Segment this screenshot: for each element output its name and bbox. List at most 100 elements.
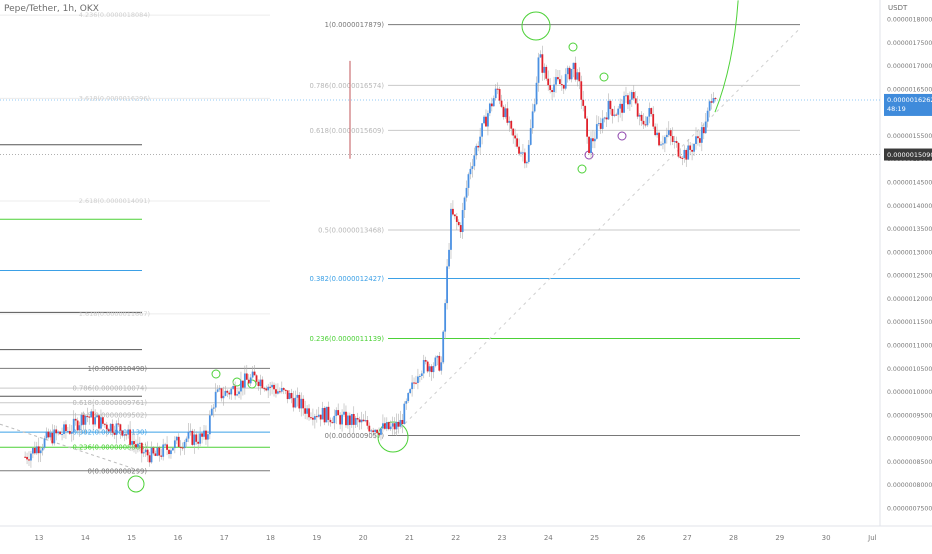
candle-down	[275, 389, 277, 394]
candle-up	[335, 410, 338, 416]
y-tick-label: 0.0000007500	[887, 506, 932, 513]
candle-up	[537, 57, 540, 83]
y-tick-label: 0.0000012000	[887, 296, 932, 303]
candle-down	[426, 361, 429, 372]
candle-up	[243, 373, 246, 388]
candle-down	[133, 441, 135, 445]
candle-up	[216, 389, 219, 392]
fib-level-label: 1(0.0000017879)	[325, 21, 385, 29]
candle-down	[582, 99, 585, 106]
candle-down	[101, 417, 104, 424]
candle-up	[479, 136, 482, 148]
candle-down	[245, 373, 248, 380]
candle-up	[280, 388, 283, 392]
price-badge-countdown: 48:19	[887, 105, 906, 113]
candle-up	[53, 429, 56, 444]
candle-down	[290, 392, 293, 399]
candle-down	[378, 432, 380, 435]
candle-down	[308, 408, 310, 418]
candle-up	[35, 446, 38, 454]
candle-down	[282, 388, 285, 390]
candle-up	[94, 417, 97, 425]
candle-down	[679, 156, 682, 158]
candle-up	[189, 430, 192, 432]
candle-down	[129, 429, 132, 445]
candle-down	[611, 109, 614, 116]
candle-up	[617, 108, 620, 115]
candle-up	[590, 138, 592, 154]
candle-up	[597, 123, 600, 125]
candle-down	[160, 455, 163, 457]
candle-down	[298, 394, 301, 409]
candle-up	[325, 406, 328, 423]
small-circle-marker	[568, 42, 578, 52]
candle-up	[170, 450, 172, 455]
candle-up	[595, 124, 598, 139]
candle-down	[255, 375, 258, 382]
candle-up	[61, 434, 63, 436]
candle-up	[90, 411, 93, 418]
plot-background	[0, 0, 880, 526]
x-tick-label: 17	[220, 534, 229, 542]
candle-up	[440, 362, 443, 371]
candle-down	[140, 442, 143, 454]
candle-down	[327, 406, 330, 420]
candle-up	[564, 74, 567, 89]
candle-up	[80, 414, 83, 426]
candle-down	[430, 366, 433, 373]
candle-up	[41, 447, 44, 451]
candle-up	[646, 116, 649, 126]
candle-down	[632, 92, 635, 99]
candle-down	[654, 126, 657, 136]
candle-down	[455, 216, 458, 222]
fib-retracement-big: 1(0.0000017879) 0.786(0.0000016574) 0.618(…	[310, 21, 800, 440]
fib-small-label: 0.786(0.0000010074)	[73, 385, 148, 393]
extension-label: 3.618(0.0000016296)	[79, 94, 150, 102]
x-tick-label: 18	[266, 534, 275, 542]
candle-up	[444, 303, 447, 332]
candle-down	[158, 447, 161, 456]
candle-down	[697, 136, 699, 139]
candle-down	[117, 423, 120, 425]
candle-down	[103, 423, 106, 425]
candle-down	[292, 398, 295, 408]
candle-up	[535, 82, 538, 105]
candle-up	[494, 88, 497, 99]
candle-down	[372, 430, 375, 433]
candle-up	[45, 431, 48, 439]
y-tick-label: 0.0000011500	[887, 319, 932, 326]
candle-up	[428, 366, 431, 372]
candle-up	[313, 416, 316, 420]
candle-up	[43, 438, 46, 448]
candle-up	[667, 130, 670, 135]
candle-down	[166, 444, 168, 450]
candle-up	[288, 392, 291, 400]
candle-down	[397, 421, 400, 427]
candle-down	[205, 430, 207, 440]
candle-up	[475, 145, 478, 156]
candle-up	[403, 403, 406, 425]
candle-up	[385, 422, 388, 429]
candle-up	[31, 447, 34, 454]
candle-down	[304, 408, 307, 414]
candle-up	[448, 249, 450, 267]
candle-up	[131, 441, 133, 445]
candle-up	[566, 67, 569, 75]
candle-down	[681, 157, 684, 159]
candle-down	[640, 114, 643, 121]
y-tick-label: 0.0000009000	[887, 436, 932, 443]
candle-up	[214, 391, 217, 408]
candle-down	[560, 84, 563, 86]
candle-up	[660, 144, 662, 146]
candle-down	[348, 415, 351, 425]
candle-down	[636, 103, 639, 117]
trendline-right	[394, 27, 801, 434]
candle-up	[531, 111, 534, 129]
y-tick-label: 0.0000013000	[887, 249, 932, 256]
y-tick-label: 0.0000015500	[887, 133, 932, 140]
candle-down	[55, 429, 58, 434]
small-circle-marker	[577, 164, 587, 174]
candle-up	[687, 145, 690, 160]
